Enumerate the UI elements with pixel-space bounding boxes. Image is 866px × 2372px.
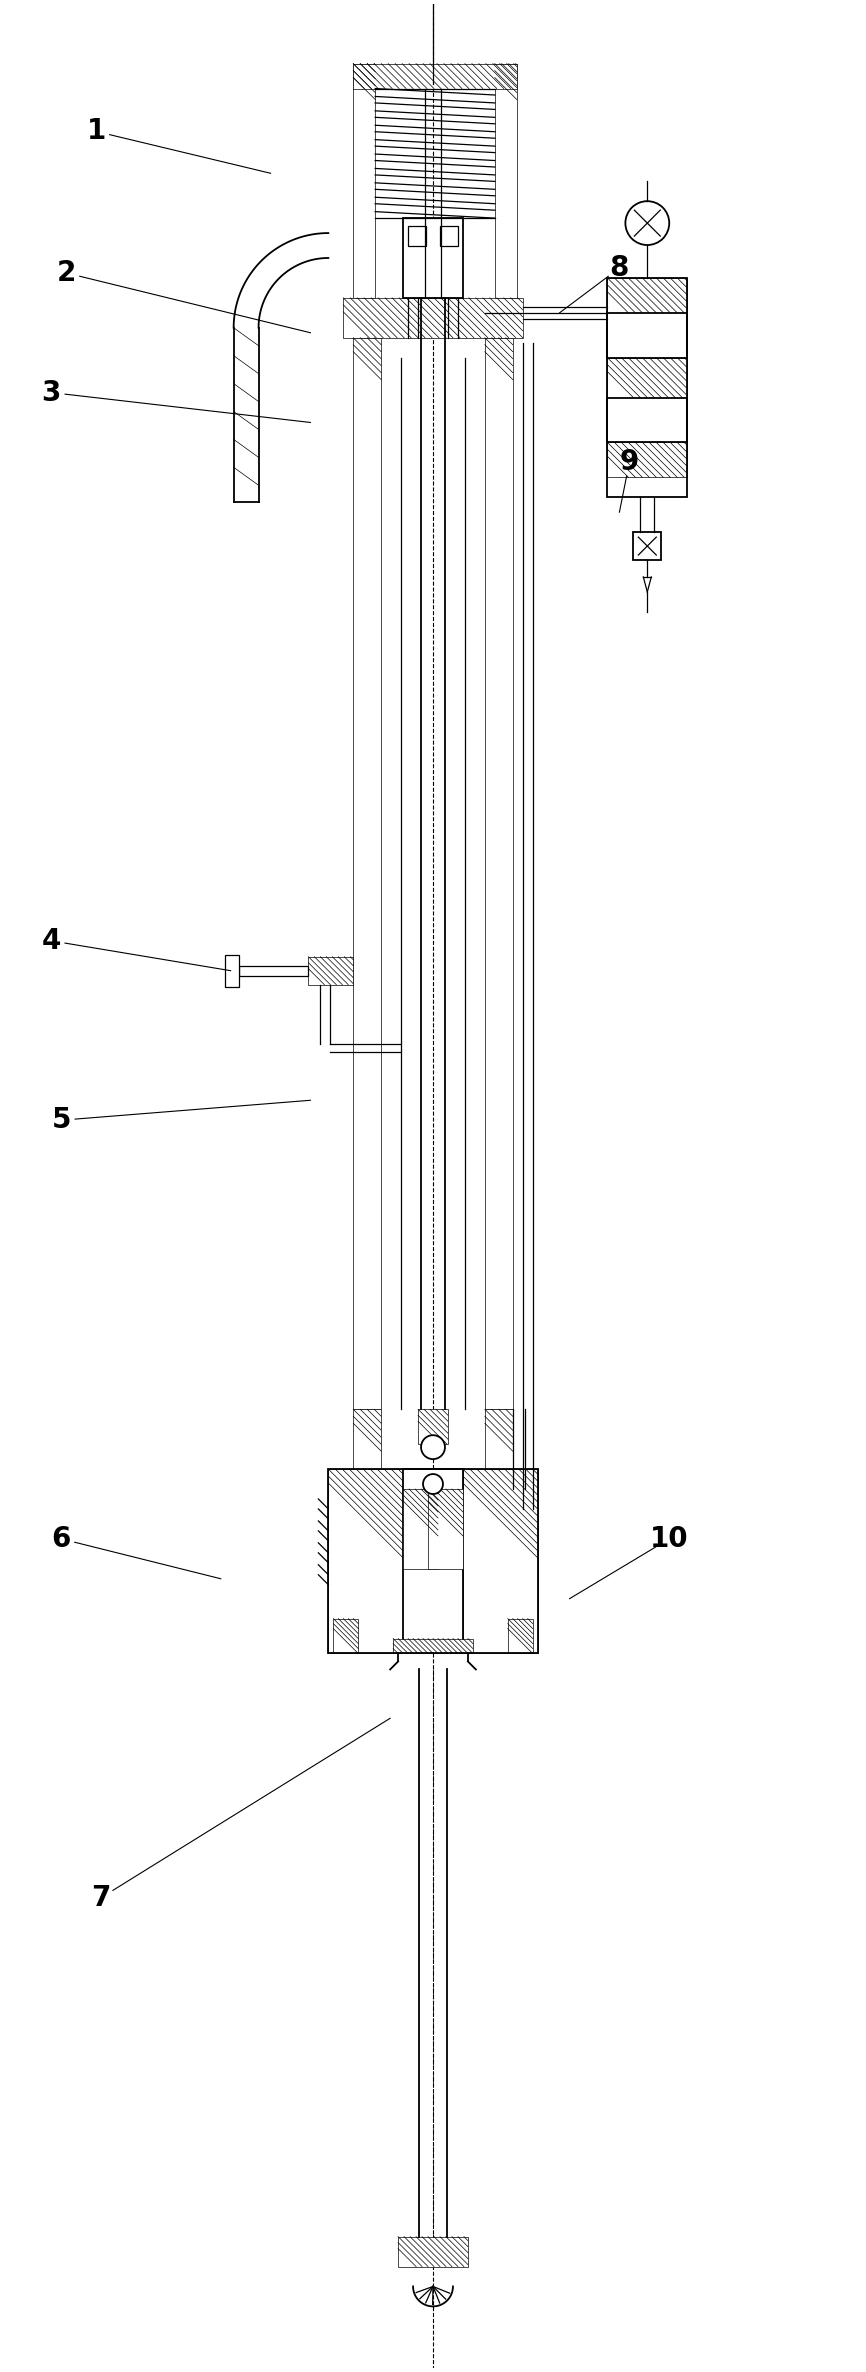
Circle shape xyxy=(421,1435,445,1459)
Bar xyxy=(353,337,381,1409)
Text: 3: 3 xyxy=(42,380,61,406)
Bar xyxy=(328,1468,403,1653)
Bar xyxy=(308,956,353,984)
Text: 2: 2 xyxy=(56,259,76,287)
Text: 10: 10 xyxy=(650,1525,688,1554)
Bar xyxy=(418,1409,448,1445)
Bar xyxy=(440,225,458,247)
Text: 7: 7 xyxy=(92,1883,111,1912)
Bar xyxy=(633,531,662,560)
Bar xyxy=(607,278,688,498)
Bar xyxy=(607,358,688,398)
Circle shape xyxy=(625,202,669,244)
Bar xyxy=(403,1468,463,1653)
Bar xyxy=(403,218,463,299)
Bar xyxy=(333,1618,359,1653)
Bar xyxy=(507,1618,533,1653)
Bar xyxy=(343,299,523,337)
Bar xyxy=(398,2237,468,2268)
Bar xyxy=(353,1409,381,1468)
Text: 9: 9 xyxy=(620,448,639,477)
Bar xyxy=(485,1409,513,1468)
Bar xyxy=(408,225,426,247)
Text: 8: 8 xyxy=(610,254,629,282)
Bar xyxy=(494,64,517,299)
Text: 4: 4 xyxy=(42,927,61,956)
Bar xyxy=(353,64,375,299)
Bar xyxy=(607,444,688,477)
Circle shape xyxy=(423,1473,443,1494)
Bar xyxy=(328,1468,538,1653)
Bar xyxy=(607,398,688,444)
Bar xyxy=(428,1490,463,1568)
Bar xyxy=(607,278,688,313)
Bar xyxy=(353,64,517,88)
Bar xyxy=(224,956,239,987)
Bar xyxy=(485,337,513,1409)
Bar xyxy=(463,1468,538,1653)
Text: 1: 1 xyxy=(87,116,106,145)
Bar xyxy=(403,1490,438,1568)
Bar xyxy=(393,1639,473,1653)
Text: 5: 5 xyxy=(51,1105,71,1134)
Bar xyxy=(239,965,308,975)
Text: 6: 6 xyxy=(51,1525,71,1554)
Bar xyxy=(607,313,688,358)
